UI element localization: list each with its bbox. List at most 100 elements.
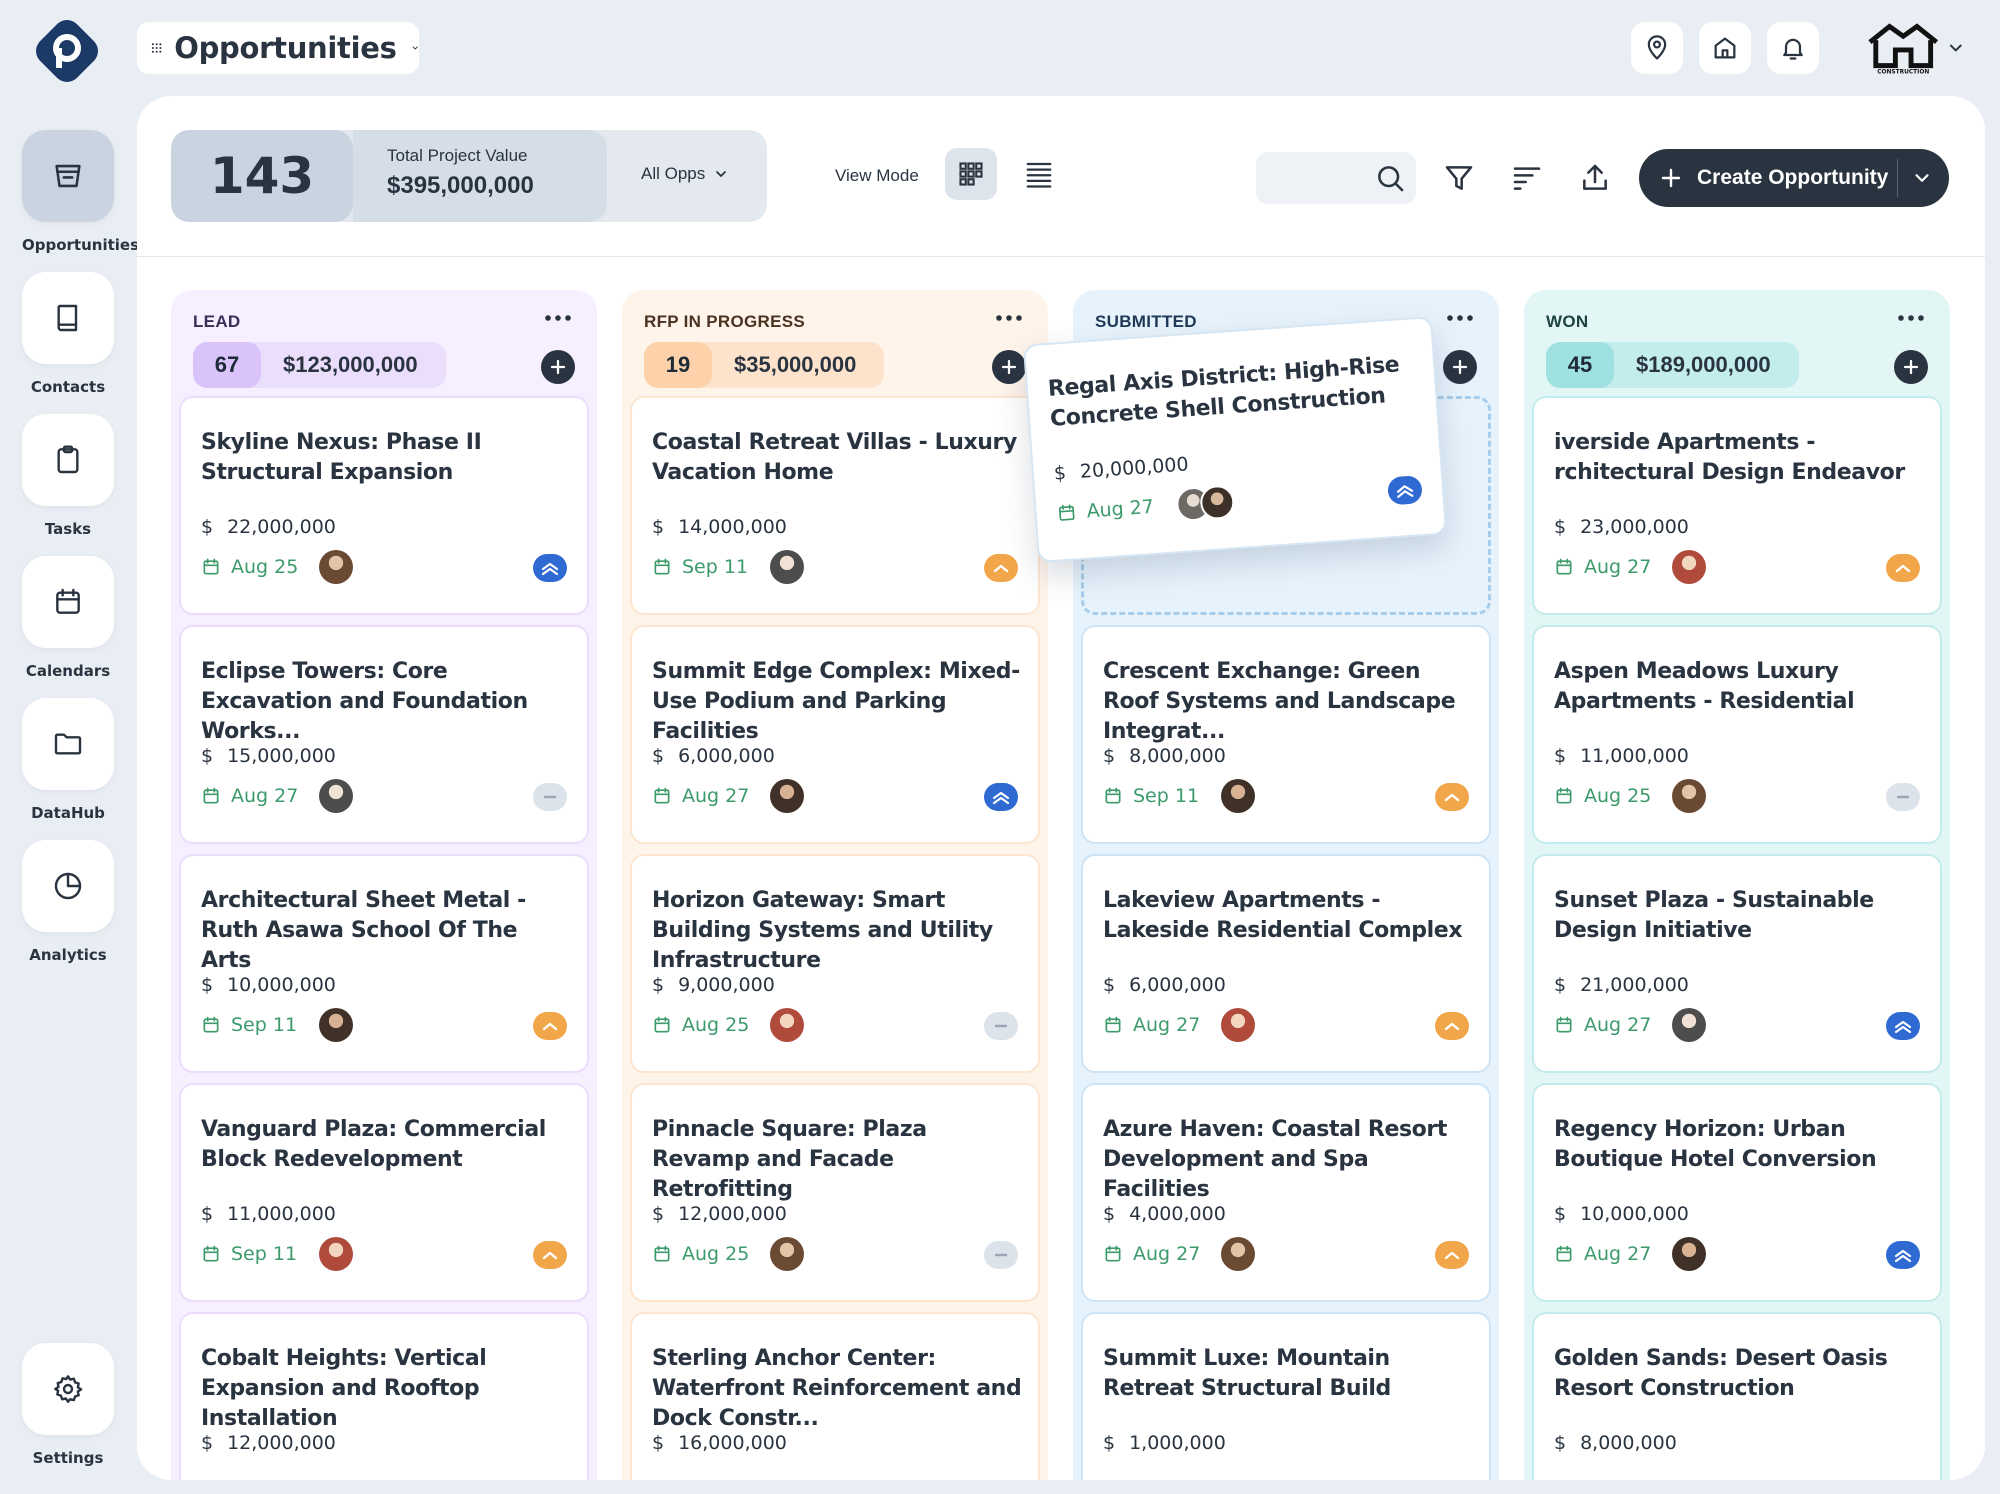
priority-med-icon	[1435, 783, 1469, 811]
module-switcher[interactable]: Opportunities	[137, 22, 419, 74]
card-amount: $21,000,000	[1554, 974, 1689, 996]
avatar[interactable]	[319, 1008, 353, 1042]
opportunity-card[interactable]: Aspen Meadows Luxury Apartments - Reside…	[1532, 625, 1942, 844]
sidebar-item-opportunities[interactable]: Opportunities	[22, 130, 140, 254]
avatar[interactable]	[1221, 1008, 1255, 1042]
card-amount: $20,000,000	[1053, 453, 1190, 485]
summary-stats: 143 Total Project Value $395,000,000 All…	[171, 130, 767, 222]
opps-filter-dropdown[interactable]: All Opps	[641, 164, 729, 184]
card-title: Azure Haven: Coastal Resort Development …	[1103, 1117, 1447, 1202]
sort-button[interactable]	[1501, 152, 1553, 204]
more-horizontal-icon[interactable]	[1445, 308, 1475, 328]
more-horizontal-icon[interactable]	[1896, 308, 1926, 328]
opportunity-card[interactable]: Eclipse Towers: Core Excavation and Foun…	[179, 625, 589, 844]
kanban-view-icon	[959, 162, 983, 186]
apps-grid-icon	[151, 43, 162, 53]
add-card-button[interactable]	[992, 350, 1026, 384]
opportunity-card[interactable]: Sterling Anchor Center: Waterfront Reinf…	[630, 1312, 1040, 1480]
opportunity-card[interactable]: Azure Haven: Coastal Resort Development …	[1081, 1083, 1491, 1302]
column-rfp-in-progress: RFP IN PROGRESS 19 $35,000,000 Coastal Retr…	[622, 290, 1048, 1480]
avatar[interactable]	[770, 779, 804, 813]
avatar[interactable]	[319, 1237, 353, 1271]
avatar[interactable]	[770, 1237, 804, 1271]
calendar-icon	[654, 1016, 670, 1033]
priority-low-icon	[984, 1012, 1018, 1040]
search-icon[interactable]	[1374, 162, 1406, 194]
card-title: Cobalt Heights: Vertical Expansion and R…	[201, 1346, 487, 1431]
sidebar-item-analytics[interactable]: Analytics	[22, 840, 114, 964]
home-button[interactable]	[1699, 22, 1751, 74]
notifications-button[interactable]	[1767, 22, 1819, 74]
opportunity-card[interactable]: Lakeview Apartments - Lakeside Residenti…	[1081, 854, 1491, 1073]
sidebar-item-tasks[interactable]: Tasks	[22, 414, 114, 538]
column-value: $189,000,000	[1636, 352, 1771, 377]
card-due-date: Aug 25	[652, 1014, 749, 1036]
more-horizontal-icon[interactable]	[994, 308, 1024, 328]
opportunity-card[interactable]: Horizon Gateway: Smart Building Systems …	[630, 854, 1040, 1073]
opportunity-card[interactable]: Regency Horizon: Urban Boutique Hotel Co…	[1532, 1083, 1942, 1302]
avatar[interactable]	[1672, 550, 1706, 584]
avatar[interactable]	[770, 550, 804, 584]
company-brand-menu[interactable]: CONSTRUCTION	[1866, 18, 1966, 78]
total-project-value: Total Project Value $395,000,000	[353, 130, 607, 222]
avatar[interactable]	[1672, 1008, 1706, 1042]
sidebar-item-datahub[interactable]: DataHub	[22, 698, 114, 822]
avatar[interactable]	[319, 779, 353, 813]
avatar[interactable]	[770, 1008, 804, 1042]
opportunity-card[interactable]: Summit Edge Complex: Mixed-Use Podium an…	[630, 625, 1040, 844]
sidebar-label: Opportunities	[22, 236, 140, 254]
chevron-down-icon	[412, 46, 418, 50]
opportunity-card[interactable]: iverside Apartments - rchitectural Desig…	[1532, 396, 1942, 615]
card-title: Lakeview Apartments - Lakeside Residenti…	[1103, 888, 1463, 943]
opportunity-card[interactable]: Golden Sands: Desert Oasis Resort Constr…	[1532, 1312, 1942, 1480]
upload-icon	[1583, 164, 1607, 190]
map-pin-icon	[1647, 35, 1667, 60]
opportunity-card[interactable]: Architectural Sheet Metal - Ruth Asawa S…	[179, 854, 589, 1073]
priority-med-icon	[533, 1241, 567, 1269]
opportunity-card[interactable]: Sunset Plaza - Sustainable Design Initia…	[1532, 854, 1942, 1073]
avatar[interactable]	[1672, 1237, 1706, 1271]
column-value: $123,000,000	[283, 352, 418, 377]
app-logo[interactable]	[36, 20, 98, 82]
opportunity-card[interactable]: Summit Luxe: Mountain Retreat Structural…	[1081, 1312, 1491, 1480]
sidebar-item-calendars[interactable]: Calendars	[22, 556, 114, 680]
add-card-button[interactable]	[1894, 350, 1928, 384]
sidebar-item-contacts[interactable]: Contacts	[22, 272, 114, 396]
add-card-button[interactable]	[1443, 350, 1477, 384]
chevron-down-icon[interactable]	[1911, 167, 1933, 189]
add-card-button[interactable]	[541, 350, 575, 384]
avatar[interactable]	[319, 550, 353, 584]
opportunity-card[interactable]: Vanguard Plaza: Commercial Block Redevel…	[179, 1083, 589, 1302]
card-due-date: Aug 27	[1554, 1014, 1651, 1036]
opportunity-card[interactable]: Skyline Nexus: Phase II Structural Expan…	[179, 396, 589, 615]
list-view-button[interactable]	[1013, 148, 1065, 200]
search-input[interactable]	[1256, 152, 1416, 204]
filter-button[interactable]	[1433, 152, 1485, 204]
export-button[interactable]	[1569, 152, 1621, 204]
more-horizontal-icon[interactable]	[543, 308, 573, 328]
gear-icon	[54, 1375, 83, 1403]
calendar-icon	[203, 558, 219, 575]
avatar[interactable]	[1221, 1237, 1255, 1271]
column-lead: LEAD 67 $123,000,000 Skyline Nexus: Phase I…	[171, 290, 597, 1480]
card-amount: $9,000,000	[652, 974, 775, 996]
avatar[interactable]	[1221, 779, 1255, 813]
opportunity-card[interactable]: Coastal Retreat Villas - Luxury Vacation…	[630, 396, 1040, 615]
folder-icon	[54, 733, 82, 755]
opportunity-card[interactable]: Cobalt Heights: Vertical Expansion and R…	[179, 1312, 589, 1480]
plus-icon	[1661, 168, 1681, 188]
calendar-icon	[1556, 787, 1572, 804]
avatar[interactable]	[1672, 779, 1706, 813]
board-view-button[interactable]	[945, 148, 997, 200]
column-value: $35,000,000	[734, 352, 857, 377]
priority-low-icon	[984, 1241, 1018, 1269]
opportunity-card[interactable]: Pinnacle Square: Plaza Revamp and Facade…	[630, 1083, 1040, 1302]
sidebar-item-settings[interactable]: Settings	[22, 1343, 114, 1467]
calendar-icon	[1556, 1245, 1572, 1262]
opportunity-card[interactable]: Crescent Exchange: Green Roof Systems an…	[1081, 625, 1491, 844]
location-button[interactable]	[1631, 22, 1683, 74]
column-title: WON	[1546, 312, 1589, 331]
create-opportunity-button[interactable]: Create Opportunity	[1639, 149, 1949, 207]
chevron-down-icon	[716, 171, 727, 177]
dragging-opportunity-card[interactable]: Regal Axis District: High-Rise Concrete …	[1022, 315, 1448, 564]
